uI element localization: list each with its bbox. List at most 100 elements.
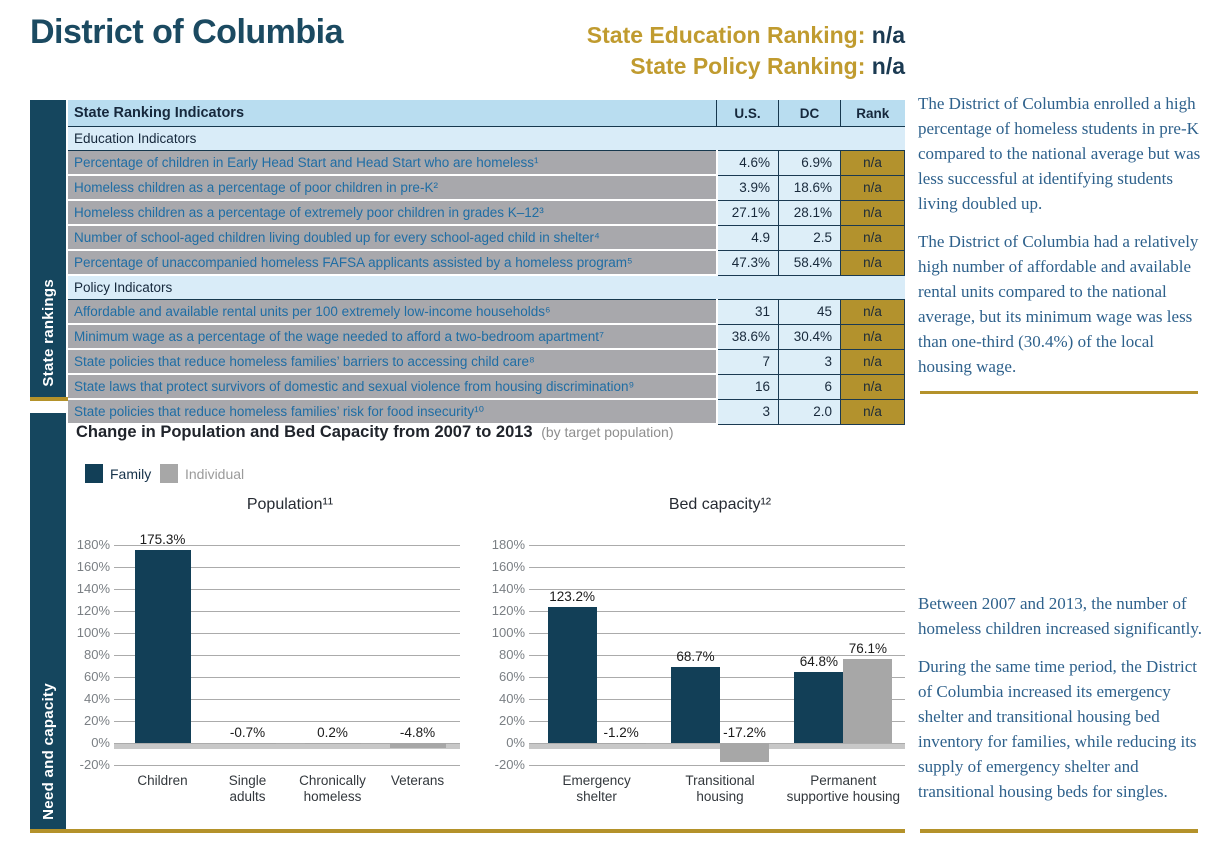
dc-cell: 6 — [778, 373, 841, 400]
us-cell: 3.9% — [716, 174, 779, 201]
gridline — [529, 633, 905, 634]
rank-cell: n/a — [840, 224, 905, 251]
notes-bottom: Between 2007 and 2013, the number of hom… — [918, 591, 1210, 817]
y-axis-tick-label: 140% — [491, 581, 525, 596]
table-row: Homeless children as a percentage of ext… — [68, 199, 905, 226]
ranking-table-body: Education Indicators Percentage of childr… — [68, 126, 905, 425]
chart-section-title-text: Change in Population and Bed Capacity fr… — [76, 423, 533, 441]
y-axis-tick-label: 140% — [76, 581, 110, 596]
label-cell: Percentage of children in Early Head Sta… — [68, 150, 718, 176]
policy-ranking-value: n/a — [871, 53, 905, 79]
bar-individual — [219, 743, 276, 744]
gridline — [529, 545, 905, 546]
dc-cell: 45 — [778, 299, 841, 325]
y-axis-tick-label: 180% — [76, 537, 110, 552]
dc-cell: 3 — [778, 348, 841, 375]
category-label: Emergency shelter — [562, 773, 631, 804]
gridline — [529, 589, 905, 590]
gridline — [114, 655, 460, 656]
label-cell: Homeless children as a percentage of ext… — [68, 200, 718, 226]
bed-capacity-chart-title: Bed capacity¹² — [668, 496, 772, 513]
y-axis-tick-label: 160% — [491, 559, 525, 574]
dc-cell: 2.5 — [778, 224, 841, 251]
page-title: District of Columbia — [30, 13, 344, 51]
category-label: Children — [137, 773, 188, 788]
us-cell: 47.3% — [716, 249, 779, 276]
table-row: Number of school-aged children living do… — [68, 224, 905, 251]
header-indicator: State Ranking Indicators — [68, 100, 717, 127]
gridline — [114, 765, 460, 766]
table-row: Minimum wage as a percentage of the wage… — [68, 323, 905, 350]
gold-rule-charts-bottom — [30, 829, 905, 833]
table-row: Homeless children as a percentage of poo… — [68, 174, 905, 201]
label-cell: State policies that reduce homeless fami… — [68, 349, 718, 375]
table-row: Affordable and available rental units pe… — [68, 299, 905, 325]
category-label: Permanent supportive housing — [786, 773, 900, 804]
dc-cell: 30.4% — [778, 323, 841, 350]
y-axis-tick-label: 120% — [491, 603, 525, 618]
category-label: Transitional housing — [685, 773, 755, 804]
legend-individual-swatch — [160, 464, 178, 483]
bed-capacity-chart: 180% 160% 140% 120% 100% 80% 60% 40% 20% 0% -20% 12… — [492, 537, 905, 804]
rank-cell: n/a — [840, 299, 905, 325]
label-cell: Number of school-aged children living do… — [68, 225, 718, 251]
note-paragraph: Between 2007 and 2013, the number of hom… — [918, 594, 1203, 638]
bar-value-label: 64.8% — [799, 653, 838, 669]
gridline — [529, 611, 905, 612]
us-cell: 4.6% — [716, 150, 779, 176]
y-axis-tick-label: 20% — [83, 713, 110, 728]
rank-cell: n/a — [840, 249, 905, 276]
table-row: Percentage of children in Early Head Sta… — [68, 150, 905, 176]
section-header-row: Policy Indicators — [68, 274, 905, 300]
bar-value-label: -1.2% — [603, 725, 639, 740]
section-header-row: Education Indicators — [68, 126, 905, 151]
rank-cell: n/a — [840, 348, 905, 375]
us-cell: 38.6% — [716, 323, 779, 350]
dc-cell: 28.1% — [778, 199, 841, 226]
y-axis-tick-label: 80% — [83, 647, 110, 662]
chart-section-subtitle: (by target population) — [541, 424, 674, 440]
us-cell: 7 — [716, 348, 779, 375]
table-row: Percentage of unaccompanied homeless FAF… — [68, 249, 905, 276]
rank-cell: n/a — [840, 199, 905, 226]
y-axis-tick-label: 160% — [76, 559, 110, 574]
dc-cell: 2.0 — [778, 398, 841, 425]
bar-family — [134, 550, 191, 743]
gold-rule-notes-top — [920, 391, 1198, 394]
note-paragraph: The District of Columbia had a relativel… — [918, 232, 1199, 376]
bar-value-label: 123.2% — [549, 589, 596, 605]
y-axis-tick-label: 60% — [498, 669, 525, 684]
y-axis-tick-label: -20% — [79, 757, 110, 772]
note-paragraph: During the same time period, the Distric… — [918, 657, 1198, 801]
dc-cell: 58.4% — [778, 249, 841, 276]
header-rank: Rank — [840, 100, 905, 127]
table-row: State policies that reduce homeless fami… — [68, 348, 905, 375]
bar-individual — [389, 743, 446, 749]
us-cell: 4.9 — [716, 224, 779, 251]
us-cell: 3 — [716, 398, 779, 425]
label-cell: Minimum wage as a percentage of the wage… — [68, 324, 718, 350]
state-rankings-header: State Education Ranking: n/a State Polic… — [400, 20, 905, 82]
dc-cell: 18.6% — [778, 174, 841, 201]
category-label: Veterans — [390, 773, 445, 788]
label-cell: Affordable and available rental units pe… — [68, 299, 718, 325]
label-cell: State laws that protect survivors of dom… — [68, 374, 718, 400]
gridline — [529, 765, 905, 766]
us-cell: 16 — [716, 373, 779, 400]
y-axis-tick-label: 0% — [91, 735, 110, 750]
rank-cell: n/a — [840, 373, 905, 400]
category-label: Chronically homeless — [299, 773, 366, 804]
chart-section-title: Change in Population and Bed Capacity fr… — [76, 423, 674, 442]
policy-ranking-line: State Policy Ranking: n/a — [400, 51, 905, 82]
bar-individual — [720, 743, 769, 762]
section-title: Policy Indicators — [68, 274, 905, 300]
section-title: Education Indicators — [68, 126, 905, 151]
table-row: State laws that protect survivors of dom… — [68, 373, 905, 400]
population-chart: 180% 160% 140% 120% 100% 80% 60% 40% 20% 0% -20% 17… — [77, 532, 460, 804]
category-label: Single adults — [228, 773, 267, 804]
bar-family — [547, 607, 597, 743]
y-axis-tick-label: 20% — [498, 713, 525, 728]
gridline — [529, 567, 905, 568]
bar-value-label: 175.3% — [139, 532, 186, 548]
state-ranking-table: State Ranking Indicators U.S. DC Rank Ed… — [68, 100, 905, 425]
